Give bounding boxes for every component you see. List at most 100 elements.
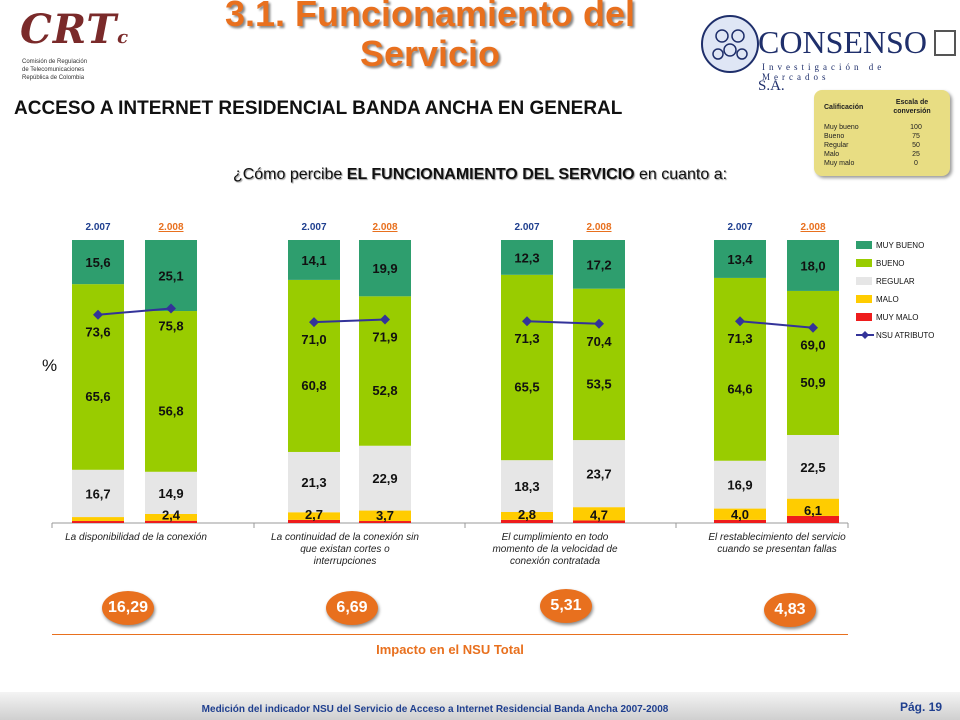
data-label-regular: 18,3 — [514, 479, 539, 494]
legend-label: BUENO — [876, 259, 904, 268]
data-label-malo: 2,4 — [162, 508, 181, 523]
impact-label: Impacto en el NSU Total — [376, 642, 524, 657]
impact-badge: 16,29 — [102, 591, 154, 625]
nsu-point — [808, 322, 818, 333]
legend-marker — [861, 331, 869, 339]
footer-bar — [0, 692, 960, 720]
nsu-point — [522, 316, 532, 327]
nsu-point — [594, 318, 604, 329]
bar-segment-muy-malo — [288, 519, 340, 523]
data-label-nsu: 71,9 — [372, 330, 397, 345]
scale-row: Muy bueno 100 — [824, 124, 922, 131]
data-label-bueno: 56,8 — [158, 403, 183, 418]
bar-segment-regular — [714, 460, 766, 509]
legend-label: REGULAR — [876, 277, 915, 286]
scale-header-conversion: Escala de conversión — [893, 99, 931, 115]
crt-logo-letters: CRTc — [20, 6, 130, 53]
nsu-series-line — [526, 320, 600, 325]
year-label: 2.008 — [372, 222, 397, 233]
bar-segment-malo — [573, 507, 625, 521]
bar-segment-malo — [359, 510, 411, 522]
bar-segment-muy-bueno — [787, 240, 839, 291]
bar-segment-malo — [501, 511, 553, 520]
consenso-mark-icon — [934, 30, 956, 56]
nsu-point — [735, 316, 745, 327]
bar-segment-regular — [573, 440, 625, 508]
data-label-nsu: 70,4 — [586, 334, 612, 349]
data-label-nsu: 73,6 — [85, 325, 110, 340]
bar-segment-muy-malo — [359, 521, 411, 523]
consenso-subtitle: Investigación de Mercados — [762, 62, 886, 82]
legend-label: MUY MALO — [876, 313, 919, 322]
bar-segment-muy-malo — [787, 515, 839, 523]
nsu-point — [93, 309, 103, 320]
legend-swatch — [856, 277, 872, 285]
consenso-logo: CONSENSO S.A. Investigación de Mercados — [700, 6, 956, 94]
legend-swatch — [856, 241, 872, 249]
bar-segment-bueno — [573, 288, 625, 441]
bar-segment-muy-bueno — [714, 240, 766, 278]
data-label-malo: 6,1 — [804, 503, 822, 518]
impact-divider — [52, 634, 848, 635]
year-label: 2.008 — [586, 222, 611, 233]
bar-segment-regular — [787, 434, 839, 499]
data-label-muy-bueno: 14,1 — [301, 253, 326, 268]
scale-row: Muy malo 0 — [824, 160, 918, 167]
bar-segment-muy-malo — [145, 520, 197, 523]
bar-segment-muy-malo — [501, 519, 553, 523]
section-subtitle: ACCESO A INTERNET RESIDENCIAL BANDA ANCH… — [14, 98, 623, 119]
data-label-malo: 4,7 — [590, 507, 608, 522]
data-label-nsu: 71,0 — [301, 332, 326, 347]
scale-row: Regular 50 — [824, 142, 920, 149]
legend-label: MUY BUENO — [876, 241, 924, 250]
data-label-nsu: 71,3 — [514, 331, 539, 346]
data-label-nsu: 71,3 — [727, 331, 752, 346]
page-title: 3.1. Funcionamiento del Servicio — [224, 0, 636, 74]
year-label: 2.007 — [85, 222, 110, 233]
data-label-malo: 2,7 — [305, 507, 323, 522]
data-label-regular: 23,7 — [586, 467, 611, 482]
bar-segment-malo — [288, 512, 340, 520]
legend-label: MALO — [876, 295, 899, 304]
bar-segment-muy-bueno — [359, 240, 411, 297]
data-label-regular: 16,9 — [727, 478, 752, 493]
nsu-series-line — [739, 320, 814, 329]
data-label-bueno: 65,5 — [514, 379, 539, 394]
bar-segment-bueno — [501, 274, 553, 461]
bar-segment-malo — [72, 517, 124, 522]
bar-segment-regular — [501, 460, 553, 512]
survey-question: ¿Cómo percibe EL FUNCIONAMIENTO DEL SERV… — [232, 166, 728, 183]
data-label-bueno: 65,6 — [85, 389, 110, 404]
bar-segment-muy-malo — [72, 521, 124, 523]
legend-swatch — [856, 259, 872, 267]
crt-logo-subtitle: Comisión de Regulación de Telecomunicaci… — [22, 59, 88, 81]
data-label-bueno: 60,8 — [301, 378, 326, 393]
nsu-point — [166, 303, 176, 314]
category-label: La disponibilidad de la conexión — [65, 532, 207, 543]
bar-segment-muy-bueno — [72, 240, 124, 285]
consenso-globe-icon — [701, 15, 759, 73]
bar-segment-malo — [714, 508, 766, 520]
data-label-bueno: 52,8 — [372, 383, 397, 398]
bar-segment-bueno — [714, 277, 766, 461]
scale-row: Malo 25 — [824, 151, 920, 158]
data-label-regular: 22,5 — [800, 460, 825, 475]
nsu-series-line — [97, 307, 172, 316]
data-label-regular: 21,3 — [301, 475, 326, 490]
legend-swatch — [856, 295, 872, 303]
bar-segment-bueno — [288, 279, 340, 452]
bar-segment-malo — [787, 498, 839, 516]
data-label-nsu: 75,8 — [158, 318, 183, 333]
impact-badge: 6,69 — [326, 591, 378, 625]
data-label-regular: 16,7 — [85, 486, 110, 501]
data-label-muy-bueno: 18,0 — [800, 258, 825, 273]
nsu-series-line — [313, 318, 386, 324]
year-label: 2.008 — [158, 222, 183, 233]
year-label: 2.008 — [800, 222, 825, 233]
bar-segment-bueno — [787, 290, 839, 435]
bar-segment-malo — [145, 513, 197, 521]
footer-text: Medición del indicador NSU del Servicio … — [201, 704, 669, 715]
bar-segment-muy-malo — [573, 520, 625, 523]
data-label-muy-bueno: 25,1 — [158, 269, 183, 284]
nsu-point — [309, 317, 319, 328]
